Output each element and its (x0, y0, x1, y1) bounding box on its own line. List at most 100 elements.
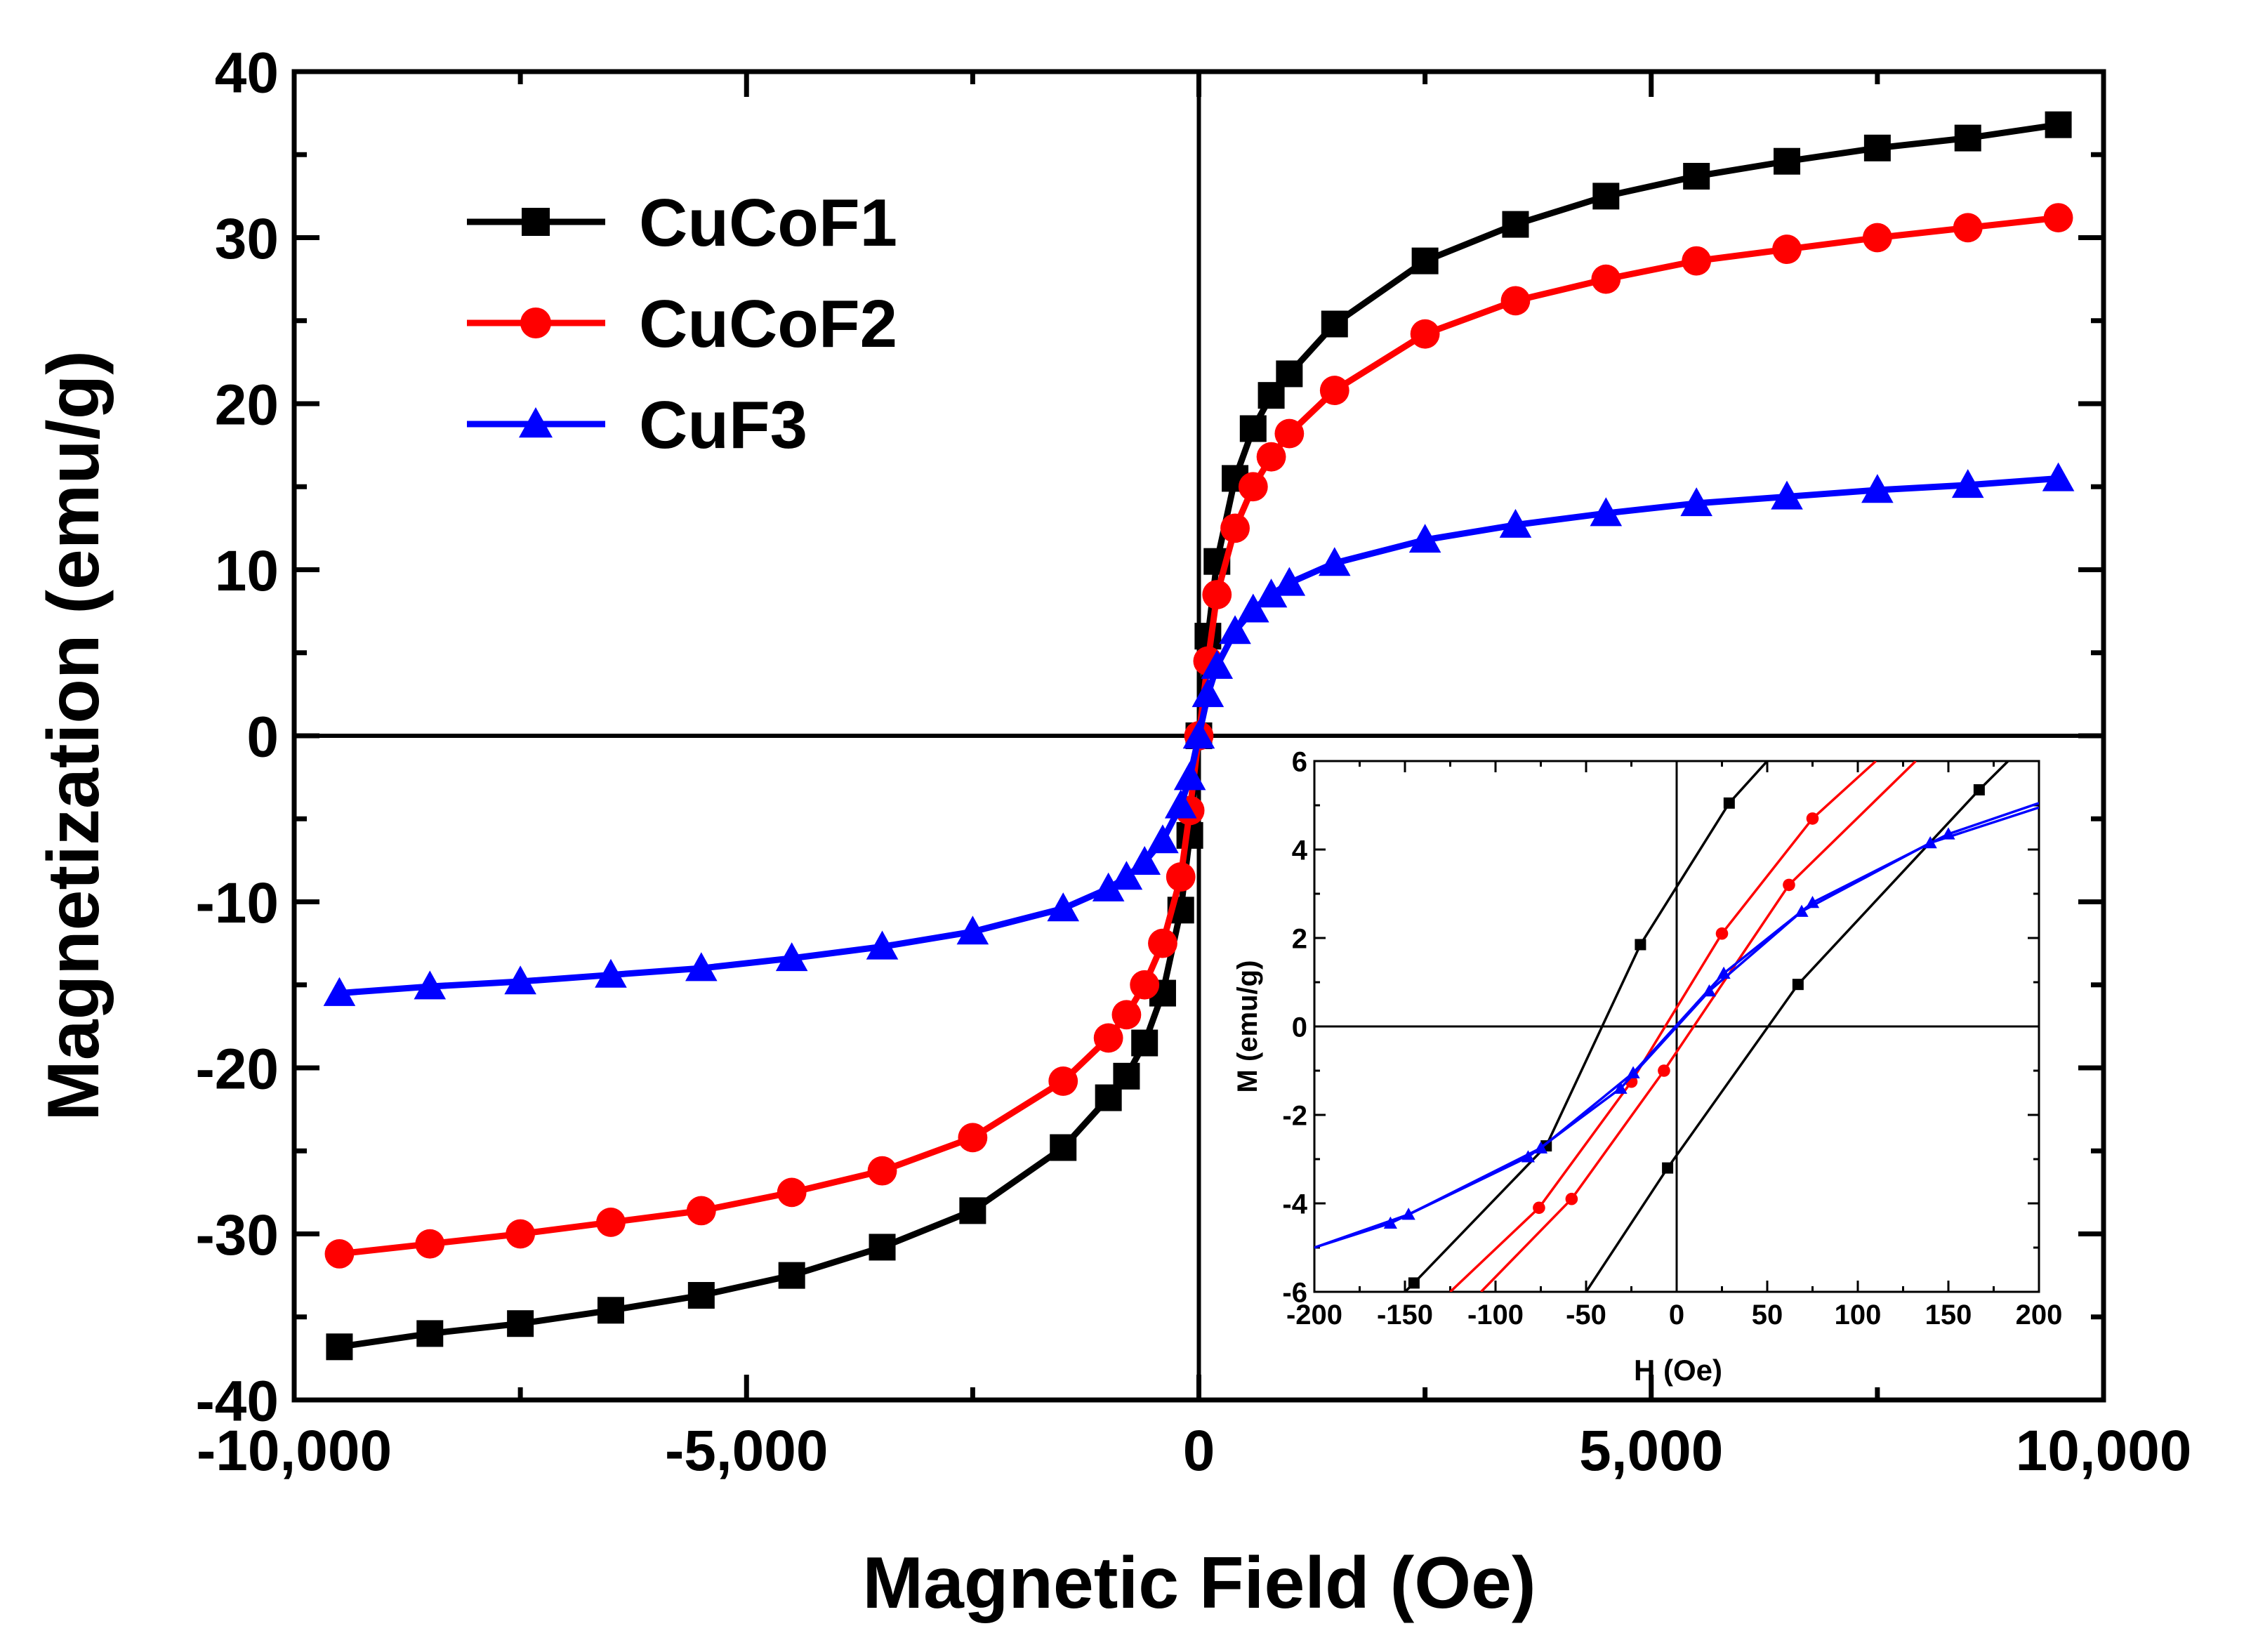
data-point (869, 1234, 896, 1261)
data-point (1774, 147, 1801, 175)
data-point (1274, 418, 1305, 449)
data-point (1862, 223, 1892, 253)
inset-data-point (1662, 1162, 1674, 1174)
data-point (956, 916, 989, 945)
data-point (326, 1333, 353, 1361)
y-tick-label: 40 (215, 41, 279, 105)
data-point (1592, 183, 1620, 210)
data-point (687, 1282, 715, 1309)
inset-x-tick-label: -150 (1377, 1300, 1433, 1330)
inset-series-cuf3-ascending (1314, 802, 2039, 1249)
legend-item-cuf3: CuF3 (467, 388, 807, 463)
inset-y-tick-label: 2 (1292, 923, 1307, 954)
data-point (1951, 469, 1984, 498)
inset-y-tick-label: 0 (1292, 1012, 1307, 1043)
inset-y-tick-label: -4 (1282, 1189, 1307, 1220)
data-point (1191, 678, 1224, 708)
data-point (1410, 319, 1440, 349)
legend-marker (519, 407, 553, 438)
data-point (1591, 264, 1621, 294)
data-point (1771, 480, 1803, 510)
data-point (597, 1297, 624, 1324)
legend: CuCoF1 CuCoF2 CuF3 (467, 185, 897, 463)
inset-data-point (1783, 878, 1795, 892)
data-point (415, 1229, 445, 1259)
data-point (1093, 1023, 1123, 1053)
legend-marker (522, 208, 550, 236)
data-point (1173, 761, 1206, 791)
data-point (1238, 472, 1268, 502)
data-point (1680, 487, 1712, 517)
inset-data-point (1565, 1192, 1578, 1205)
data-point (1201, 649, 1234, 679)
data-point (1273, 567, 1306, 596)
data-point (1863, 134, 1891, 161)
y-tick-label: -20 (195, 1038, 279, 1102)
x-tick-label: 5,000 (1579, 1419, 1723, 1483)
data-point (1110, 861, 1143, 890)
inset-plot-area: -200 -150 -100 -50 0 50 100 150 200 -6 -4 -2 0 2 4 6 (1282, 746, 2062, 1330)
legend-marker (520, 308, 551, 338)
inset-data-point (1973, 784, 1985, 795)
legend-item-cucof1: CuCoF1 (467, 185, 897, 260)
data-point (1220, 513, 1250, 543)
y-tick-label: 30 (215, 207, 279, 271)
inset-data-point (1806, 812, 1819, 825)
data-point (1590, 497, 1623, 527)
inset-data-point (1941, 827, 1955, 840)
inset-x-tick-label: -50 (1566, 1300, 1606, 1330)
data-point (1239, 415, 1267, 442)
data-point (595, 958, 627, 988)
inset-y-tick-label: 6 (1292, 746, 1307, 777)
data-point (866, 930, 899, 960)
data-point (2042, 462, 2075, 491)
data-point (1500, 286, 1531, 316)
data-point (1954, 124, 1981, 152)
y-tick-label: 20 (215, 374, 279, 437)
data-point (1276, 360, 1303, 388)
data-point (1321, 310, 1348, 338)
inset-x-tick-label: 50 (1752, 1300, 1783, 1330)
data-point (504, 965, 536, 995)
x-tick-label: -5,000 (665, 1419, 829, 1483)
inset-series-cucof2-ascending (1480, 761, 1917, 1292)
inset-data-point (1408, 1277, 1420, 1289)
data-point (1319, 376, 1349, 405)
inset-x-tick-label: 200 (2016, 1300, 2063, 1330)
data-point (1148, 928, 1177, 958)
inset-data-point (1805, 896, 1820, 908)
data-point (777, 1177, 807, 1208)
y-tick-label: -40 (195, 1370, 279, 1434)
inset-x-tick-label: -200 (1286, 1300, 1342, 1330)
data-point (1111, 1000, 1142, 1030)
data-point (1128, 845, 1161, 875)
inset-data-point (1613, 1081, 1628, 1094)
x-tick-label: 0 (1183, 1419, 1215, 1483)
data-point (1318, 547, 1351, 576)
inset-x-axis-title: H (Oe) (1634, 1354, 1722, 1387)
inset-x-tick-label: -100 (1467, 1300, 1524, 1330)
data-point (1683, 162, 1710, 190)
data-point (1131, 1029, 1158, 1057)
inset-y-tick-label: -6 (1282, 1277, 1307, 1308)
data-point (1164, 789, 1197, 819)
inset-data-point (1401, 1208, 1415, 1220)
data-point (2043, 203, 2073, 233)
inset-series-cucof1-ascending (1585, 761, 2009, 1292)
inset-y-tick-label: 4 (1292, 835, 1308, 866)
inset-data-point (1533, 1201, 1545, 1215)
data-point (1113, 1062, 1140, 1090)
data-point (1219, 615, 1251, 645)
y-axis-title: Magnetization (emu/g) (33, 350, 114, 1121)
data-point (1256, 442, 1286, 472)
inset-data-point (1635, 939, 1646, 951)
legend-label: CuF3 (639, 388, 807, 463)
y-tick-label: -10 (195, 871, 279, 935)
data-point (1502, 211, 1529, 238)
data-point (506, 1219, 536, 1249)
inset-data-point (1533, 1141, 1548, 1154)
data-point (1953, 213, 1983, 243)
data-point (1147, 824, 1179, 854)
data-point (685, 952, 718, 982)
